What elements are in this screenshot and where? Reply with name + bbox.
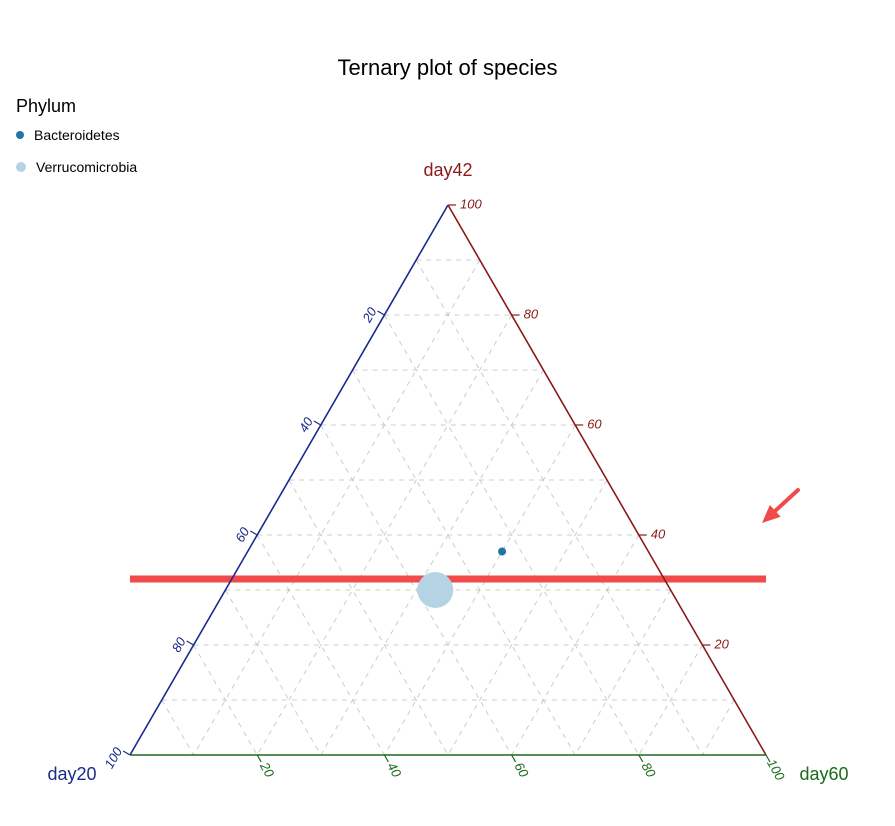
svg-text:day20: day20 (47, 764, 96, 784)
svg-text:20: 20 (713, 636, 729, 651)
svg-text:60: 60 (511, 760, 532, 781)
svg-text:100: 100 (460, 196, 482, 211)
svg-text:100: 100 (101, 744, 125, 771)
svg-text:100: 100 (764, 757, 788, 784)
svg-text:80: 80 (169, 634, 190, 655)
triangle-edges (130, 205, 766, 755)
svg-text:20: 20 (256, 759, 277, 781)
svg-text:40: 40 (296, 414, 317, 435)
svg-text:40: 40 (651, 526, 666, 541)
ternary-plot: 20 40 60 80 100 20 40 60 80 100 20 40 60 80 100 day42 d… (0, 0, 895, 826)
svg-text:60: 60 (587, 416, 602, 431)
grid-layer (162, 260, 734, 755)
svg-text:80: 80 (639, 760, 660, 781)
annotation-arrow (762, 490, 798, 523)
svg-text:60: 60 (232, 524, 253, 545)
svg-text:day60: day60 (799, 764, 848, 784)
svg-text:20: 20 (359, 304, 380, 326)
tick-labels: 20 40 60 80 100 20 40 60 80 100 20 40 60 80 100 (101, 196, 788, 783)
tick-marks (123, 205, 770, 762)
svg-text:80: 80 (524, 306, 539, 321)
svg-text:day42: day42 (423, 160, 472, 180)
svg-text:40: 40 (384, 760, 405, 781)
